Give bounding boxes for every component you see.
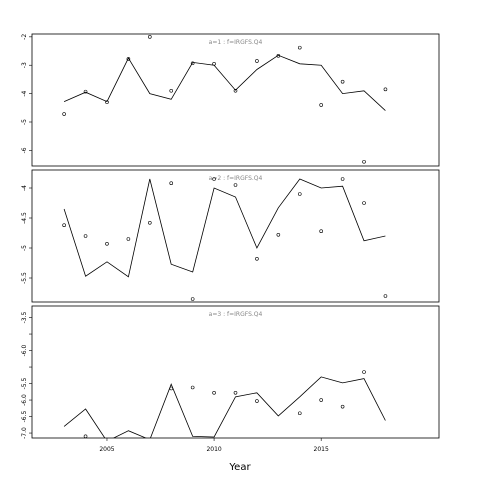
y-tick-label: -3.5 — [21, 312, 28, 324]
fitted-line — [63, 54, 386, 111]
observed-point — [62, 223, 66, 227]
x-axis: 2005 2010 2015 — [99, 438, 329, 453]
y-tick-label: -4 — [21, 185, 28, 191]
observed-point — [63, 441, 66, 444]
observed-point — [384, 441, 387, 444]
observed-point — [233, 390, 238, 395]
x-tick-label: 2010 — [206, 446, 221, 453]
observed-point — [340, 177, 345, 181]
observed-point — [83, 234, 88, 238]
observed-point — [212, 390, 216, 395]
y-tick-label: -6.0 — [21, 394, 28, 406]
panel-3: a=3 : f=IRGFS.Q4 -3.5 -6.0 -5.5 -6.0 -6.5 -7.0 — [21, 305, 440, 448]
observed-point — [190, 297, 195, 301]
panel-2: a=2 : f=IRGFS.Q4 -4 -4.5 -5 -5.5 — [21, 169, 440, 303]
observed-point — [169, 88, 174, 93]
y-tick-label: -6 — [21, 147, 28, 153]
panel-title: a=2 : f=IRGFS.Q4 — [209, 175, 263, 182]
observed-point — [255, 59, 259, 63]
observed-point — [277, 441, 280, 444]
observed-point — [83, 434, 88, 438]
observed-point — [340, 79, 345, 84]
observed-point — [169, 181, 174, 185]
panel-1: a=1 : f=IRGFS.Q4 -2 -3 -4 -5 -6 — [21, 33, 440, 167]
observed-point — [233, 183, 238, 187]
panel-frame — [31, 169, 440, 303]
plot-area — [63, 370, 387, 448]
fitted-line — [63, 178, 386, 278]
x-tick-label: 2005 — [99, 446, 114, 453]
y-tick-label: -5.5 — [21, 272, 28, 284]
observed-point — [362, 159, 366, 164]
y-tick-label: -7.0 — [21, 427, 28, 439]
plot-area — [62, 177, 388, 301]
observed-point — [190, 385, 195, 390]
panel-frame — [31, 33, 440, 167]
observed-point — [362, 201, 366, 205]
panel-frame — [31, 305, 440, 439]
observed-point — [126, 57, 131, 61]
observed-point — [297, 45, 302, 50]
y-tick-label: -4 — [21, 90, 28, 96]
observed-point — [233, 88, 238, 93]
observed-point — [297, 192, 302, 196]
observed-point — [148, 221, 152, 225]
observed-point — [276, 233, 281, 237]
observed-point — [319, 229, 323, 233]
plot-area — [62, 35, 388, 164]
y-tick-label: -6.0 — [21, 345, 28, 357]
fitted-line — [63, 376, 386, 438]
observed-point — [276, 54, 281, 58]
observed-point — [212, 62, 216, 66]
y-tick-label: -6.5 — [21, 411, 28, 423]
panels: a=1 : f=IRGFS.Q4 -2 -3 -4 -5 -6 a=2 : f=IRGFS.… — [21, 33, 440, 448]
observed-point — [148, 441, 151, 444]
observed-point — [62, 112, 66, 116]
panel-title: a=3 : f=IRGFS.Q4 — [209, 311, 263, 318]
observed-point — [383, 294, 388, 298]
y-tick-label: -5.5 — [21, 378, 28, 390]
observed-point — [127, 445, 130, 448]
observed-point — [148, 35, 152, 39]
y-tick-label: -5 — [21, 245, 28, 251]
observed-point — [105, 242, 109, 246]
observed-point — [297, 411, 302, 416]
y-tick-label: -4.5 — [21, 212, 28, 224]
observed-point — [383, 87, 388, 92]
observed-point — [83, 89, 88, 94]
observed-point — [255, 399, 259, 403]
observed-point — [362, 370, 366, 374]
x-tick-label: 2015 — [314, 446, 329, 453]
y-tick-label: -3 — [21, 62, 28, 68]
observed-point — [190, 61, 195, 66]
x-axis-label: Year — [228, 462, 251, 473]
observed-point — [319, 398, 323, 402]
panel-title: a=1 : f=IRGFS.Q4 — [209, 39, 263, 46]
observed-point — [212, 177, 216, 181]
observed-point — [340, 404, 345, 409]
y-tick-label: -2 — [21, 34, 28, 40]
observed-point — [169, 386, 174, 391]
observed-point — [105, 100, 109, 104]
observed-point — [255, 256, 259, 261]
y-tick-label: -5 — [21, 119, 28, 125]
observed-point — [319, 103, 323, 107]
observed-point — [126, 237, 131, 241]
